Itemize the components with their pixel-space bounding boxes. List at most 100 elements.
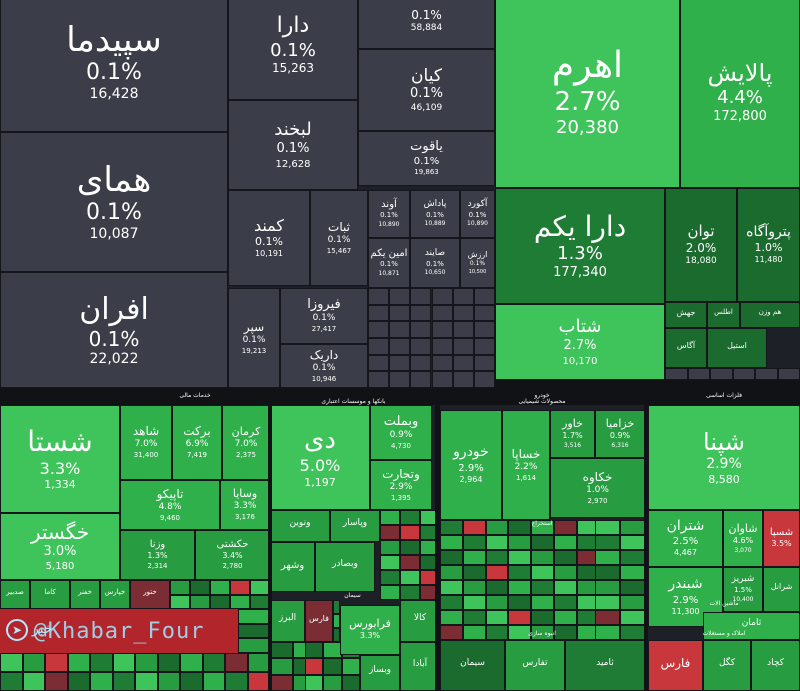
stock-tile[interactable]: پاداش 0.1% 10,889 [410, 190, 460, 238]
stock-tile[interactable]: کمند 0.1% 10,191 [228, 190, 310, 286]
heatmap-mini-tile [380, 510, 400, 525]
stock-tile[interactable]: شرانل [763, 567, 800, 612]
stock-tile[interactable]: افران 0.1% 22,022 [0, 272, 228, 388]
stock-tile[interactable]: سیمان [440, 640, 505, 691]
stock-tile[interactable]: وشهر [270, 542, 315, 592]
stock-tile[interactable]: اهرم 2.7% 20,380 [495, 0, 680, 188]
stock-tile[interactable]: کیان 0.1% 46,109 [358, 49, 495, 131]
stock-tile[interactable]: هم وزن [740, 302, 800, 328]
stock-tile[interactable]: کرمان 7.0% 2,375 [222, 405, 270, 480]
stock-tile[interactable]: خزامیا 0.9% 6,316 [595, 410, 645, 458]
stock-tile[interactable]: حکشتی 3.4% 2,780 [195, 530, 270, 580]
heatmap-mini-tile [440, 535, 463, 550]
stock-tile[interactable]: آوند 0.1% 10,890 [368, 190, 410, 238]
stock-tile[interactable]: کالا [400, 600, 440, 642]
stock-symbol: تاپیکو [156, 486, 184, 501]
stock-tile[interactable]: همای 0.1% 10,087 [0, 132, 228, 272]
heatmap-mini-tile [508, 565, 532, 580]
stock-tile[interactable]: تفارس [505, 640, 565, 691]
stock-symbol: ثامان [741, 618, 762, 629]
stock-tile[interactable]: فارس [648, 640, 703, 691]
stock-tile[interactable]: شاهد 7.0% 31,400 [120, 405, 172, 480]
stock-tile[interactable]: ونوین [270, 510, 330, 542]
stock-tile[interactable]: استیل [707, 328, 767, 368]
stock-tile[interactable]: خپارس [100, 580, 130, 609]
stock-tile[interactable]: دی 5.0% 1,197 [270, 405, 370, 510]
stock-tile[interactable]: دارا 0.1% 15,263 [228, 0, 358, 100]
stock-tile[interactable]: خودرو 2.9% 2,964 [440, 410, 502, 520]
stock-tile[interactable]: خگستر 3.0% 5,180 [0, 513, 120, 580]
stock-tile[interactable]: شسپا 3.5% [763, 510, 800, 567]
stock-tile[interactable]: کچاد [751, 640, 800, 691]
heatmap-mini-tile [0, 653, 23, 672]
stock-tile[interactable]: خاور 1.7% 3,516 [550, 410, 595, 458]
stock-tile[interactable]: آبادا [400, 642, 440, 691]
stock-tile[interactable]: فیروزا 0.1% 27,417 [280, 288, 368, 344]
stock-tile[interactable]: داریک 0.1% 10,946 [280, 344, 368, 388]
stock-change-percent: 0.1% [312, 362, 336, 373]
stock-tile[interactable]: البرز [270, 600, 305, 642]
stock-symbol: ونوین [289, 518, 311, 529]
stock-change-percent: 2.9% [389, 481, 413, 492]
stock-tile[interactable]: 0.1% 58,884 [358, 0, 495, 49]
stock-tile[interactable]: خکاوه 1.0% 2,970 [550, 458, 645, 518]
heatmap-mini-tile [270, 658, 293, 675]
stock-tile[interactable]: امین یکم 0.1% 10,871 [368, 238, 410, 288]
stock-tile[interactable]: خساپا 2.2% 1,614 [502, 410, 550, 520]
stock-tile[interactable]: اطلس [707, 302, 740, 328]
stock-change-percent: 3.4% [222, 551, 243, 561]
stock-tile[interactable]: یاقوت 0.1% 19,863 [358, 131, 495, 186]
stock-tile[interactable]: شتاب 2.7% 10,170 [495, 304, 665, 380]
stock-tile[interactable]: شبندر 2.9% 11,300 [648, 567, 723, 627]
stock-tile[interactable]: شستا 3.3% 1,334 [0, 405, 120, 513]
stock-tile[interactable]: ختور [130, 580, 170, 609]
heatmap-mini-tile [440, 610, 463, 625]
stock-tile[interactable]: صدبیر [0, 580, 30, 609]
stock-price: 27,417 [311, 325, 337, 334]
stock-tile[interactable]: ثامان [703, 612, 800, 640]
stock-tile[interactable]: دارا یکم 1.3% 177,340 [495, 188, 665, 304]
stock-price: 10,170 [562, 355, 598, 367]
stock-tile[interactable]: آکورد 0.1% 10,890 [460, 190, 495, 238]
heatmap-mini-tile [508, 580, 532, 595]
stock-tile[interactable]: کاما [30, 580, 70, 609]
stock-tile[interactable]: سپر 0.1% 19,213 [228, 288, 280, 388]
stock-tile[interactable]: ثامید [565, 640, 645, 691]
stock-tile[interactable]: لبخند 0.1% 12,628 [228, 100, 358, 190]
stock-tile[interactable]: خفنر [70, 580, 100, 609]
stock-tile[interactable]: شپنا 2.9% 8,580 [648, 405, 800, 510]
stock-tile[interactable]: وزنا 1.3% 2,314 [120, 530, 195, 580]
stock-tile[interactable]: وبصادر [315, 542, 375, 592]
stock-tile[interactable]: صایند 0.1% 10,650 [410, 238, 460, 288]
heatmap-mini-tile [462, 580, 486, 595]
stock-tile[interactable]: فارس [305, 600, 333, 642]
stock-tile[interactable]: وتجارت 2.9% 1,395 [370, 460, 432, 510]
stock-change-percent: 0.1% [86, 199, 142, 225]
watermark-mark: خبر [32, 621, 53, 637]
stock-tile[interactable]: پتروآگاه 1.0% 11,480 [737, 188, 800, 302]
stock-tile[interactable]: وپاسار [330, 510, 380, 542]
stock-tile[interactable]: جهش [665, 302, 707, 328]
stock-tile[interactable]: تاپیکو 4.8% 9,460 [120, 480, 220, 530]
stock-tile[interactable]: پالایش 4.4% 172,800 [680, 0, 800, 188]
stock-tile[interactable]: آگاس [665, 328, 707, 368]
stock-tile[interactable]: شاوان 4.6% 3,070 [723, 510, 763, 567]
stock-tile[interactable]: شبریز 1.5% 10,400 [723, 567, 763, 612]
sector-title: خودرو [534, 392, 550, 399]
stock-tile[interactable]: توان 2.0% 18,080 [665, 188, 737, 302]
stock-tile[interactable]: فرابورس 3.3% [340, 605, 400, 655]
stock-tile[interactable]: وسایا 3.3% 3,176 [220, 480, 270, 530]
heatmap-mini-tile [462, 520, 486, 535]
stock-tile[interactable]: ارزش 0.1% 10,500 [460, 238, 495, 288]
stock-tile[interactable]: سپیدما 0.1% 16,428 [0, 0, 228, 132]
heatmap-mini-tile [485, 520, 509, 535]
sector-title: استخراج [531, 520, 553, 527]
stock-symbol: سپیدما [66, 19, 162, 60]
stock-tile[interactable]: شتران 2.5% 4,467 [648, 510, 723, 567]
stock-tile[interactable]: وبساز [360, 655, 400, 691]
stock-tile[interactable]: کگل [703, 640, 751, 691]
stock-tile[interactable]: ثبات 0.1% 15,467 [310, 190, 368, 286]
stock-tile[interactable]: وبملت 0.9% 4,730 [370, 405, 432, 460]
stock-change-percent: 7.0% [134, 439, 158, 450]
stock-tile[interactable]: برکت 6.9% 7,419 [172, 405, 222, 480]
